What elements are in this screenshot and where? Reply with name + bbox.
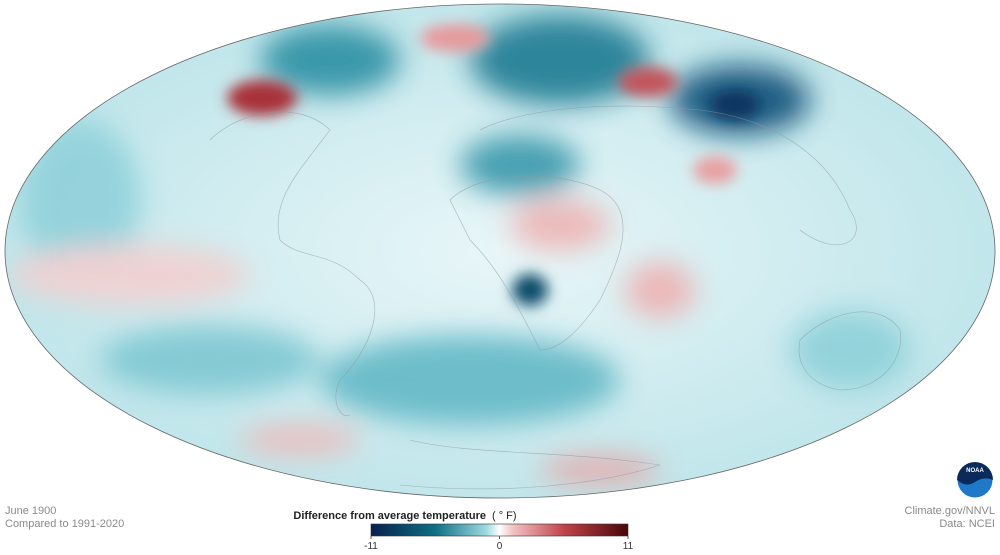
legend-title: Difference from average temperature: [293, 510, 486, 522]
map-outline: [4, 3, 996, 499]
source-label: Data: NCEI: [939, 518, 995, 530]
logo-text: NOAA: [966, 468, 984, 474]
date-label: June 1900: [5, 505, 56, 517]
baseline-label: Compared to 1991-2020: [5, 518, 124, 530]
credit-label: Climate.gov/NNVL: [905, 505, 995, 517]
scale-ticks: -11 0 11: [364, 536, 634, 552]
scale-tick-label: 0: [497, 541, 503, 552]
scale-tick-label: 11: [623, 541, 634, 552]
scale-tick-label: -11: [364, 541, 378, 552]
anomaly-map: [5, 4, 995, 498]
noaa-logo: NOAA: [956, 461, 994, 499]
color-scale: [370, 523, 629, 537]
legend-unit: ( ° F): [492, 510, 517, 522]
